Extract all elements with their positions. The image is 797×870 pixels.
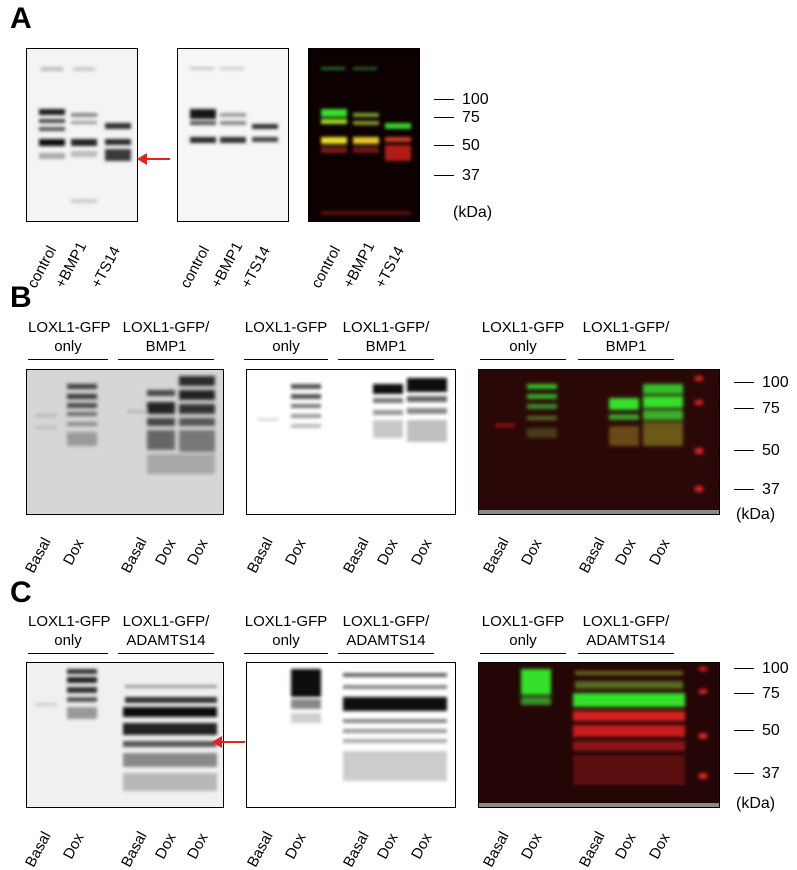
panel-b1-group-bmp1: LOXL1-GFP/BMP1 (118, 318, 214, 360)
panel-a-lane-label-bmp1: +BMP1 (52, 239, 91, 291)
panel-a-lane-label-ts14: +TS14 (88, 243, 124, 291)
panel-c-blot-grayscale-1 (26, 662, 224, 808)
panel-b-marker-75: 75 (734, 400, 780, 418)
panel-c3-lane-label-dox: Dox (518, 830, 546, 862)
panel-c3-lane-label-dox-3: Dox (646, 830, 674, 862)
panel-c-marker-100: 100 (734, 660, 789, 678)
panel-c3-lane-label-dox-2: Dox (612, 830, 640, 862)
panel-b-marker-37: 37 (734, 481, 780, 499)
panel-a-blot-grayscale-1 (26, 48, 138, 222)
panel-b-blot-grayscale-1 (26, 369, 224, 515)
panel-b3-group-only: LOXL1-GFP only (480, 318, 566, 360)
panel-a-letter: A (10, 2, 32, 35)
panel-a-blot-2-image (178, 49, 288, 221)
panel-c1-lane-label-dox-3: Dox (184, 830, 212, 862)
panel-b-blot-merge (478, 369, 720, 515)
panel-c-blot-merge-image (479, 663, 719, 807)
panel-b2-lane-label-dox-3: Dox (408, 536, 436, 568)
panel-b-letter: B (10, 281, 32, 314)
panel-a-blot-merge (308, 48, 420, 222)
panel-a-blot-merge-image (309, 49, 419, 221)
panel-c2-lane-label-basal-2: Basal (340, 828, 373, 870)
panel-b-unit-label: (kDa) (736, 506, 776, 523)
panel-c2-group-only: LOXL1-GFP only (244, 612, 328, 654)
panel-c1-group-adamts14: LOXL1-GFP/ADAMTS14 (118, 612, 214, 654)
panel-b1-lane-label-basal: Basal (22, 534, 55, 576)
panel-c2-lane-label-basal: Basal (244, 828, 277, 870)
panel-b2-group-only: LOXL1-GFP only (244, 318, 328, 360)
panel-b3-group-bmp1: LOXL1-GFP/BMP1 (578, 318, 674, 360)
panel-b3-lane-label-dox: Dox (518, 536, 546, 568)
panel-c2-group-adamts14: LOXL1-GFP/ADAMTS14 (338, 612, 434, 654)
panel-a-unit-label: (kDa) (453, 204, 493, 221)
panel-c-marker-75: 75 (734, 685, 780, 703)
panel-b3-lane-label-dox-3: Dox (646, 536, 674, 568)
panel-c1-lane-label-basal-2: Basal (118, 828, 151, 870)
panel-c2-lane-label-dox-2: Dox (374, 830, 402, 862)
panel-b3-lane-label-dox-2: Dox (612, 536, 640, 568)
panel-a-marker-75: 75 (434, 109, 480, 127)
panel-c-blot-2-image (247, 663, 455, 807)
panel-a-marker-50: 50 (434, 137, 480, 155)
panel-b-blot-1-image (27, 370, 223, 514)
panel-c-letter: C (10, 576, 32, 609)
panel-c2-lane-label-dox: Dox (282, 830, 310, 862)
panel-b3-lane-label-basal-2: Basal (576, 534, 609, 576)
panel-b1-group-only: LOXL1-GFP only (28, 318, 111, 360)
panel-c2-lane-label-dox-3: Dox (408, 830, 436, 862)
panel-b3-lane-label-basal: Basal (480, 534, 513, 576)
panel-a3-lane-label-ts14: +TS14 (372, 243, 408, 291)
panel-a2-lane-label-control: control (177, 243, 214, 291)
panel-c1-lane-label-dox-2: Dox (152, 830, 180, 862)
panel-b2-group-bmp1: LOXL1-GFP/BMP1 (338, 318, 434, 360)
panel-c-marker-37: 37 (734, 765, 780, 783)
panel-a3-lane-label-control: control (308, 243, 345, 291)
panel-b-marker-50: 50 (734, 442, 780, 460)
panel-b-blot-grayscale-2 (246, 369, 456, 515)
panel-b1-lane-label-basal-2: Basal (118, 534, 151, 576)
panel-a-red-arrow-icon (137, 153, 170, 165)
panel-a-blot-grayscale-2 (177, 48, 289, 222)
panel-c3-group-adamts14: LOXL1-GFP/ADAMTS14 (578, 612, 674, 654)
panel-b-blot-2-image (247, 370, 455, 514)
panel-c3-lane-label-basal-2: Basal (576, 828, 609, 870)
panel-b1-lane-label-dox-3: Dox (184, 536, 212, 568)
panel-c-red-arrow-icon (212, 736, 245, 748)
panel-b1-lane-label-dox-2: Dox (152, 536, 180, 568)
panel-a-blot-1-image (27, 49, 137, 221)
panel-b-blot-merge-image (479, 370, 719, 514)
panel-b2-lane-label-dox: Dox (282, 536, 310, 568)
panel-c-blot-grayscale-2 (246, 662, 456, 808)
panel-c-marker-50: 50 (734, 722, 780, 740)
panel-c3-group-only: LOXL1-GFP only (480, 612, 566, 654)
panel-a-marker-37: 37 (434, 167, 480, 185)
panel-b2-lane-label-basal: Basal (244, 534, 277, 576)
panel-c1-group-only: LOXL1-GFP only (28, 612, 111, 654)
panel-a-marker-100: 100 (434, 91, 489, 109)
panel-c-blot-1-image (27, 663, 223, 807)
panel-c1-lane-label-basal: Basal (22, 828, 55, 870)
panel-c1-lane-label-dox: Dox (60, 830, 88, 862)
panel-b1-lane-label-dox: Dox (60, 536, 88, 568)
panel-c-blot-merge (478, 662, 720, 808)
panel-c3-lane-label-basal: Basal (480, 828, 513, 870)
panel-b2-lane-label-dox-2: Dox (374, 536, 402, 568)
panel-c-unit-label: (kDa) (736, 795, 776, 812)
panel-b2-lane-label-basal-2: Basal (340, 534, 373, 576)
panel-b-marker-100: 100 (734, 374, 789, 392)
